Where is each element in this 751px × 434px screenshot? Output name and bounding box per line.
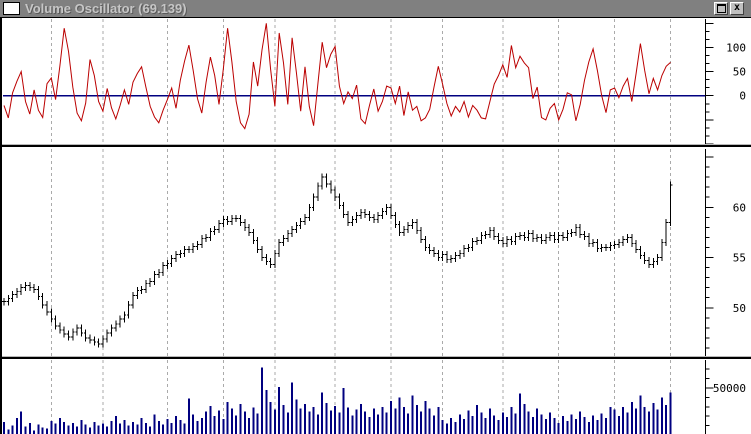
volume-oscillator-tick-label: 50 [733, 66, 746, 79]
right-axis: 60 55 50 [705, 149, 746, 356]
right-axis: 50000 [705, 360, 746, 434]
window-title: Volume Oscillator (69.139) [25, 1, 187, 16]
price-tick-label: 55 [733, 252, 746, 265]
oscillator-line [3, 23, 671, 130]
volume-oscillator-tick-label: 100 [726, 41, 746, 54]
price-tick-label: 50 [733, 302, 746, 315]
volume-bars [3, 367, 672, 434]
pane-divider-2[interactable] [0, 356, 751, 360]
right-axis: 100 50 0 [705, 19, 746, 145]
window-menu-icon[interactable] [3, 2, 20, 15]
pane-divider-1[interactable] [0, 144, 751, 148]
volume-oscillator-tick-label: 0 [739, 90, 746, 103]
left-border [0, 18, 2, 434]
titlebar-buttons: x [714, 2, 744, 15]
volume-oscillator-pane[interactable] [3, 19, 706, 144]
volume-tick-label: 50000 [713, 382, 746, 395]
gridlines [50, 19, 671, 144]
price-tick-label: 60 [733, 201, 746, 214]
close-button[interactable]: x [730, 2, 744, 15]
price-pane[interactable] [2, 149, 673, 356]
titlebar[interactable]: Volume Oscillator (69.139) x [0, 0, 751, 18]
volume-pane[interactable] [3, 360, 672, 434]
price-bars [2, 173, 673, 348]
close-icon: x [733, 2, 741, 13]
chart-svg[interactable]: 100 50 0 60 55 50 50000 [0, 18, 751, 434]
chart-area[interactable]: 100 50 0 60 55 50 50000 [0, 18, 751, 434]
maximize-icon [716, 4, 726, 13]
maximize-button[interactable] [714, 2, 728, 15]
